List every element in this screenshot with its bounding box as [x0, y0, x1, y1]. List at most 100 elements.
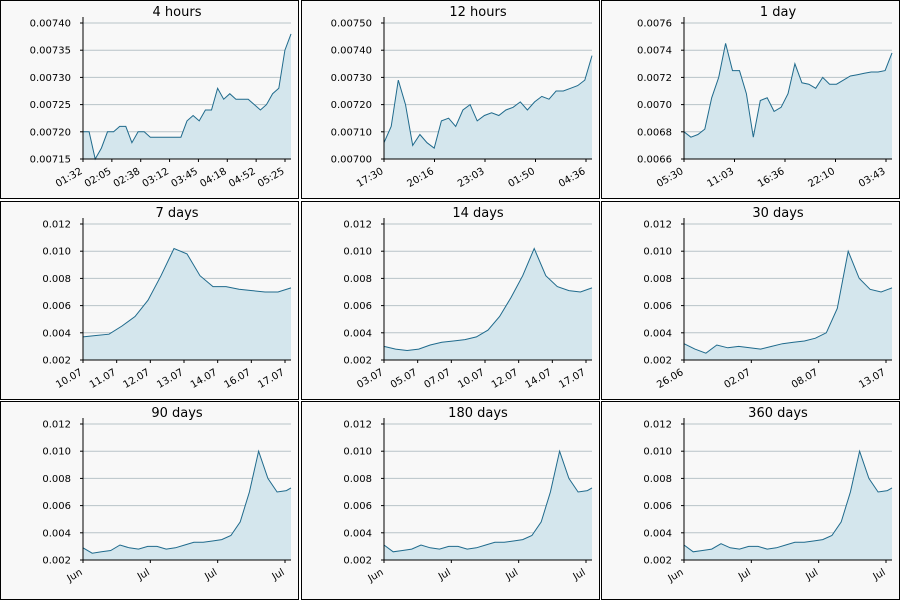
y-tick-label: 0.00720 [30, 127, 71, 138]
y-tick-label: 0.00700 [331, 155, 372, 166]
y-tick-label: 0.012 [42, 420, 71, 431]
x-tick-label: Jul [202, 567, 219, 583]
y-tick-label: 0.012 [343, 420, 372, 431]
chart-panel: 90 days 0.002 0.004 0.006 0.008 0.010 0.012 Jun… [0, 401, 299, 600]
y-tick-label: 0.008 [343, 474, 372, 485]
series-line [383, 247, 593, 352]
y-tick-label: 0.012 [643, 420, 672, 431]
chart-title: 12 hours [449, 5, 506, 20]
x-tick-label: 05:25 [256, 166, 286, 190]
y-tick-label: 0.010 [643, 447, 672, 458]
chart-panel: 4 hours 0.00715 0.00720 0.00725 0.00730 0.007… [0, 0, 299, 199]
chart-svg: 12 hours 0.00700 0.00710 0.00720 0.00730 0.00… [331, 5, 593, 190]
x-tick-label: 01:50 [507, 166, 537, 190]
x-tick-label: 17.07 [256, 367, 286, 391]
y-tick-label: 0.008 [42, 274, 71, 285]
series-area [83, 248, 291, 360]
y-tick-label: 0.00725 [30, 100, 71, 111]
y-tick-label: 0.012 [343, 220, 372, 231]
series-area [684, 451, 892, 560]
x-tick-label: 12.07 [122, 367, 152, 391]
y-tick-label: 0.00740 [331, 46, 372, 57]
x-tick-label: 26.06 [655, 367, 685, 391]
y-tick-label: 0.006 [42, 301, 71, 312]
x-tick-label: 17:30 [355, 166, 385, 190]
series-area [384, 248, 592, 360]
y-tick-label: 0.002 [343, 556, 372, 567]
x-tick-label: 02.07 [723, 367, 753, 391]
x-tick-label: Jul [135, 567, 152, 583]
x-tick-label: 11:03 [706, 166, 736, 190]
y-tick-label: 0.002 [643, 556, 672, 567]
chart-title: 30 days [752, 206, 804, 221]
chart-title: 360 days [748, 406, 808, 421]
x-tick-label: 02:05 [83, 166, 113, 190]
y-tick-label: 0.00735 [30, 46, 71, 57]
y-tick-label: 0.012 [643, 220, 672, 231]
series-line [683, 43, 893, 138]
series-area [384, 451, 592, 560]
y-tick-label: 0.010 [42, 447, 71, 458]
y-tick-label: 0.0072 [637, 73, 672, 84]
chart-title: 1 day [760, 5, 797, 20]
x-tick-label: 14.07 [524, 367, 554, 391]
series-line [83, 33, 292, 161]
x-tick-label: 07.07 [423, 367, 453, 391]
x-tick-label: 11.07 [88, 367, 118, 391]
y-tick-label: 0.010 [42, 247, 71, 258]
y-tick-label: 0.002 [643, 356, 672, 367]
chart-svg: 14 days 0.002 0.004 0.006 0.008 0.010 0.012 03.… [343, 206, 593, 391]
y-tick-label: 0.00730 [331, 73, 372, 84]
x-tick-label: 01:32 [54, 166, 84, 190]
y-tick-label: 0.004 [643, 528, 672, 539]
x-tick-label: 04:18 [198, 166, 228, 190]
x-tick-label: 03:45 [169, 166, 199, 190]
chart-title: 14 days [452, 206, 504, 221]
series-area [684, 251, 892, 360]
chart-panel: 30 days 0.002 0.004 0.006 0.008 0.010 0.012 26.… [601, 201, 900, 400]
y-tick-label: 0.008 [643, 474, 672, 485]
chart-svg: 90 days 0.002 0.004 0.006 0.008 0.010 0.012 Jun… [42, 406, 292, 585]
x-tick-label: 02:38 [112, 166, 142, 190]
y-tick-label: 0.00730 [30, 73, 71, 84]
x-tick-label: 03:43 [857, 166, 887, 190]
series-line [82, 449, 292, 554]
series-line [383, 55, 593, 149]
chart-panel: 1 day 0.0066 0.0068 0.0070 0.0072 0.0074 0.007… [601, 0, 900, 199]
x-tick-label: 12.07 [490, 367, 520, 391]
chart-svg: 4 hours 0.00715 0.00720 0.00725 0.00730 0.007… [30, 5, 292, 190]
x-tick-label: Jul [503, 567, 520, 583]
x-tick-label: 13.07 [155, 367, 185, 391]
x-tick-label: 17.07 [557, 367, 587, 391]
y-tick-label: 0.004 [42, 528, 71, 539]
chart-panel: 7 days 0.002 0.004 0.006 0.008 0.010 0.012 10.0… [0, 201, 299, 400]
series-line [683, 249, 893, 354]
x-tick-label: 08.07 [790, 367, 820, 391]
x-tick-label: 14.07 [189, 367, 219, 391]
y-tick-label: 0.006 [343, 501, 372, 512]
y-tick-label: 0.008 [42, 474, 71, 485]
x-tick-label: 05:30 [655, 166, 685, 190]
chart-svg: 1 day 0.0066 0.0068 0.0070 0.0072 0.0074 0.007… [637, 5, 893, 190]
chart-title: 7 days [155, 206, 198, 221]
x-tick-label: Jun [65, 567, 85, 585]
chart-svg: 180 days 0.002 0.004 0.006 0.008 0.010 0.012 Ju… [343, 406, 593, 585]
series-line [82, 247, 292, 338]
x-tick-label: Jun [666, 567, 686, 585]
chart-panel: 14 days 0.002 0.004 0.006 0.008 0.010 0.012 03.… [301, 201, 600, 400]
y-tick-label: 0.0068 [637, 127, 672, 138]
x-tick-label: Jul [803, 567, 820, 583]
chart-svg: 7 days 0.002 0.004 0.006 0.008 0.010 0.012 10.0… [42, 206, 292, 391]
x-tick-label: Jul [571, 567, 588, 583]
y-tick-label: 0.00750 [331, 19, 372, 30]
chart-panel: 180 days 0.002 0.004 0.006 0.008 0.010 0.012 Ju… [301, 401, 600, 600]
series-area [384, 55, 592, 159]
series-line [683, 449, 893, 553]
x-tick-label: 22:10 [807, 166, 837, 190]
y-tick-label: 0.00715 [30, 155, 71, 166]
y-tick-label: 0.006 [643, 301, 672, 312]
x-tick-label: 13.07 [857, 367, 887, 391]
y-tick-label: 0.004 [42, 328, 71, 339]
x-tick-label: 16:36 [756, 166, 786, 190]
